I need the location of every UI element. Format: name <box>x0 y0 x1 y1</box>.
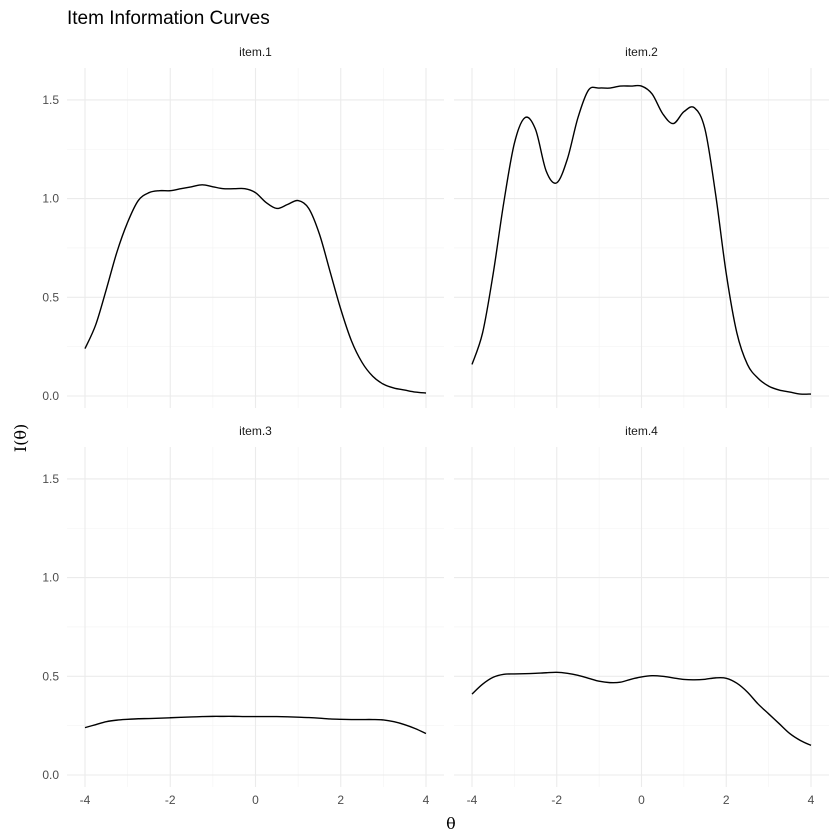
y-tick-label: 0.0 <box>42 389 59 403</box>
y-tick-label: 0.0 <box>42 768 59 782</box>
panel-item-1: item.1 <box>67 45 444 408</box>
information-curve-item-2 <box>471 84 812 395</box>
x-tick-label: -2 <box>165 793 176 807</box>
panel-item-2: item.2 <box>454 45 829 408</box>
chart-title: Item Information Curves <box>67 8 270 29</box>
y-tick-label: 1.0 <box>42 192 59 206</box>
x-tick-label: 2 <box>723 793 730 807</box>
x-tick-label: 2 <box>337 793 344 807</box>
strip-label: item.2 <box>625 45 658 59</box>
y-tick-label: 1.0 <box>42 571 59 585</box>
panel-item-3: item.3 <box>67 424 444 787</box>
axis-tick-labels: 0.0 0.5 1.0 1.5 0.0 0.5 1.0 1.5 -4 -2 0 2 4 -4 -2 0 2 4 <box>42 93 814 807</box>
y-tick-label: 0.5 <box>42 290 59 304</box>
information-curve-item-1 <box>84 184 427 394</box>
x-axis-title: θ <box>446 814 456 833</box>
panel-item-4: item.4 <box>454 424 829 787</box>
strip-label: item.3 <box>239 424 272 438</box>
strip-label: item.4 <box>625 424 658 438</box>
y-tick-label: 1.5 <box>42 472 59 486</box>
y-tick-label: 1.5 <box>42 93 59 107</box>
x-tick-label: 4 <box>808 793 815 807</box>
strip-label: item.1 <box>239 45 272 59</box>
x-tick-label: -4 <box>467 793 478 807</box>
y-axis-title: I(θ) <box>11 424 30 452</box>
x-tick-label: 4 <box>423 793 430 807</box>
information-curve-item-4 <box>471 671 812 747</box>
x-tick-label: -4 <box>80 793 91 807</box>
x-tick-label: 0 <box>638 793 645 807</box>
y-tick-label: 0.5 <box>42 669 59 683</box>
x-tick-label: 0 <box>252 793 259 807</box>
facet-panels: item.1 item.2 item.3 item.4 <box>67 45 829 787</box>
x-tick-label: -2 <box>551 793 562 807</box>
information-curve-item-3 <box>84 715 427 735</box>
